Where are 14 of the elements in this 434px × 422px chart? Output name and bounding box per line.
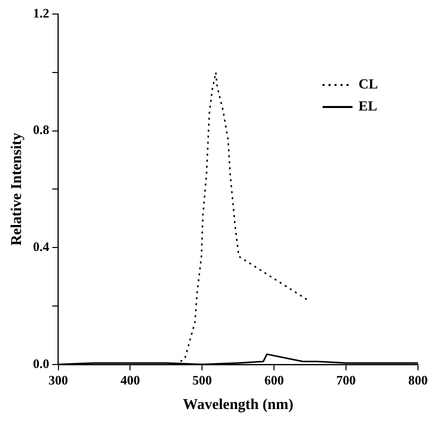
x-tick-label: 600 <box>264 372 284 388</box>
x-tick-label: 400 <box>120 372 140 388</box>
legend-label: CL <box>358 78 378 93</box>
y-tick-label: 1.2 <box>33 5 50 20</box>
y-tick-label: 0.0 <box>33 356 50 371</box>
x-tick-label: 800 <box>408 372 428 388</box>
x-tick-label: 300 <box>48 372 68 388</box>
x-tick-label: 700 <box>336 372 356 388</box>
y-tick-label: 0.8 <box>33 122 50 138</box>
y-tick-label: 0.4 <box>33 238 50 254</box>
x-tick-label: 500 <box>192 372 212 388</box>
x-axis-title: Wavelength (nm) <box>182 396 294 413</box>
legend-label: EL <box>358 100 378 115</box>
y-axis-title: Relative Intensity <box>8 132 25 246</box>
